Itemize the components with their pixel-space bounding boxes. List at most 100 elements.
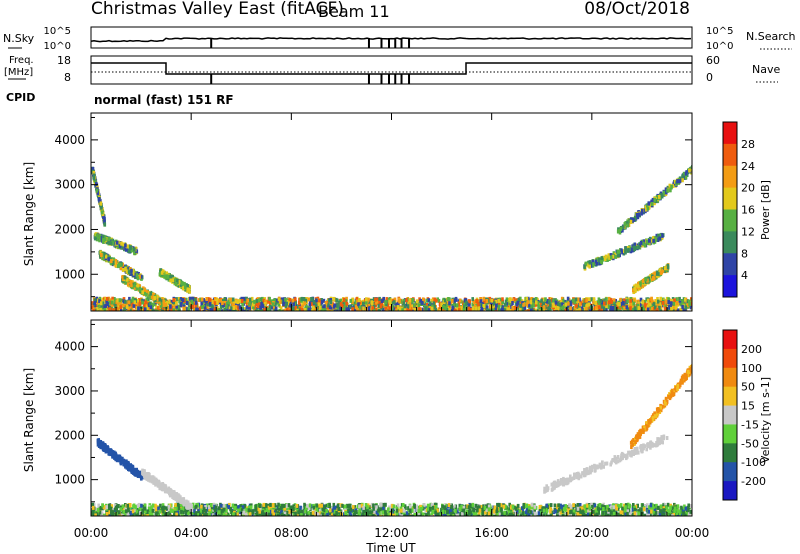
range-gate-cell: [263, 308, 266, 311]
range-gate-cell: [179, 303, 183, 308]
range-gate-cell: [488, 300, 492, 305]
range-gate-cell: [587, 305, 591, 310]
range-gate-cell: [102, 251, 106, 256]
range-gate-cell: [183, 281, 186, 286]
range-gate-cell: [243, 307, 247, 311]
range-gate-cell: [594, 259, 598, 264]
range-gate-cell: [540, 300, 543, 305]
range-gate-cell: [112, 257, 115, 262]
range-gate-cell: [538, 309, 542, 311]
range-gate-cell: [511, 301, 514, 305]
colorbar-tick-label: 20: [741, 182, 755, 195]
range-gate-cell: [141, 290, 144, 295]
range-gate-cell: [421, 307, 425, 311]
range-gate-cell: [172, 300, 176, 305]
range-gate-cell: [647, 201, 651, 206]
range-gate-cell: [445, 307, 449, 311]
range-gate-cell: [260, 309, 263, 311]
range-gate-cell: [673, 298, 676, 303]
range-gate-cell: [342, 512, 345, 516]
range-gate-cell: [151, 308, 155, 311]
range-gate-cell: [103, 222, 106, 227]
range-gate-cell: [602, 257, 605, 262]
range-gate-cell: [612, 307, 616, 311]
range-gate-cell: [529, 304, 532, 309]
range-gate-cell: [255, 302, 258, 307]
range-gate-cell: [368, 299, 372, 304]
range-gate-cell: [205, 297, 208, 301]
range-gate-cell: [315, 298, 318, 303]
range-gate-cell: [445, 303, 448, 308]
range-gate-cell: [610, 299, 613, 304]
range-gate-cell: [121, 277, 125, 282]
range-gate-cell: [401, 308, 404, 311]
range-gate-cell: [166, 274, 170, 279]
range-gate-cell: [163, 274, 166, 279]
range-gate-cell: [126, 244, 129, 249]
range-gate-cell: [289, 308, 292, 311]
range-gate-cell: [137, 298, 141, 303]
range-gate-cell: [169, 304, 172, 309]
range-gate-cell: [174, 307, 177, 311]
range-gate-cell: [494, 299, 498, 304]
range-gate-cell: [646, 503, 649, 508]
range-gate-cell: [145, 290, 148, 295]
range-gate-cell: [576, 308, 580, 311]
range-gate-cell: [102, 214, 105, 219]
range-gate-cell: [141, 300, 144, 305]
range-gate-cell: [406, 304, 410, 309]
range-gate-cell: [232, 302, 236, 307]
range-gate-cell: [131, 269, 135, 274]
range-gate-cell: [223, 297, 227, 301]
range-gate-cell: [567, 301, 570, 306]
range-gate-cell: [471, 302, 474, 307]
range-gate-cell: [370, 300, 373, 305]
range-gate-cell: [305, 512, 309, 516]
range-gate-cell: [619, 297, 622, 302]
range-gate-cell: [133, 283, 136, 288]
range-gate-cell: [653, 271, 657, 276]
range-gate-cell: [395, 308, 398, 311]
range-gate-cell: [588, 264, 591, 269]
range-gate-cell: [239, 510, 242, 515]
range-gate-cell: [119, 300, 122, 305]
range-gate-cell: [136, 299, 139, 304]
range-gate-cell: [186, 287, 189, 292]
range-gate-cell: [137, 272, 140, 276]
range-gate-cell: [372, 297, 376, 302]
nsky-tick-top: 10^5: [44, 26, 71, 37]
range-gate-cell: [345, 307, 348, 311]
range-gate-cell: [294, 300, 297, 305]
noise-panel: N.Sky 10^5 10^0 N.Search 10^5 10^0: [3, 26, 796, 52]
range-gate-cell: [121, 264, 125, 269]
nave-tick-bottom: 0: [706, 71, 713, 84]
range-gate-cell: [374, 303, 377, 308]
range-gate-cell: [586, 303, 589, 308]
range-gate-cell: [279, 306, 283, 311]
range-gate-cell: [399, 307, 403, 311]
range-gate-cell: [525, 302, 529, 307]
range-gate-cell: [131, 298, 134, 303]
range-gate-cell: [97, 304, 100, 309]
range-gate-cell: [637, 306, 641, 311]
range-gate-cell: [508, 301, 511, 306]
range-gate-cell: [556, 302, 560, 306]
range-gate-cell: [651, 299, 654, 304]
range-gate-cell: [511, 298, 515, 303]
range-gate-cell: [564, 299, 567, 304]
range-gate-cell: [508, 308, 512, 311]
range-gate-cell: [541, 302, 545, 307]
range-gate-cell: [110, 259, 113, 264]
range-gate-cell: [534, 308, 537, 311]
range-gate-cell: [345, 301, 348, 306]
range-gate-cell: [311, 305, 315, 310]
range-gate-cell: [116, 301, 119, 306]
range-gate-cell: [184, 285, 187, 290]
range-gate-cell: [136, 276, 140, 281]
range-gate-cell: [622, 298, 626, 303]
range-gate-cell: [515, 298, 518, 303]
colorbar-segment: [723, 209, 737, 232]
range-gate-cell: [445, 297, 449, 302]
colorbar-tick-label: 4: [741, 269, 748, 282]
range-gate-cell: [689, 169, 692, 174]
